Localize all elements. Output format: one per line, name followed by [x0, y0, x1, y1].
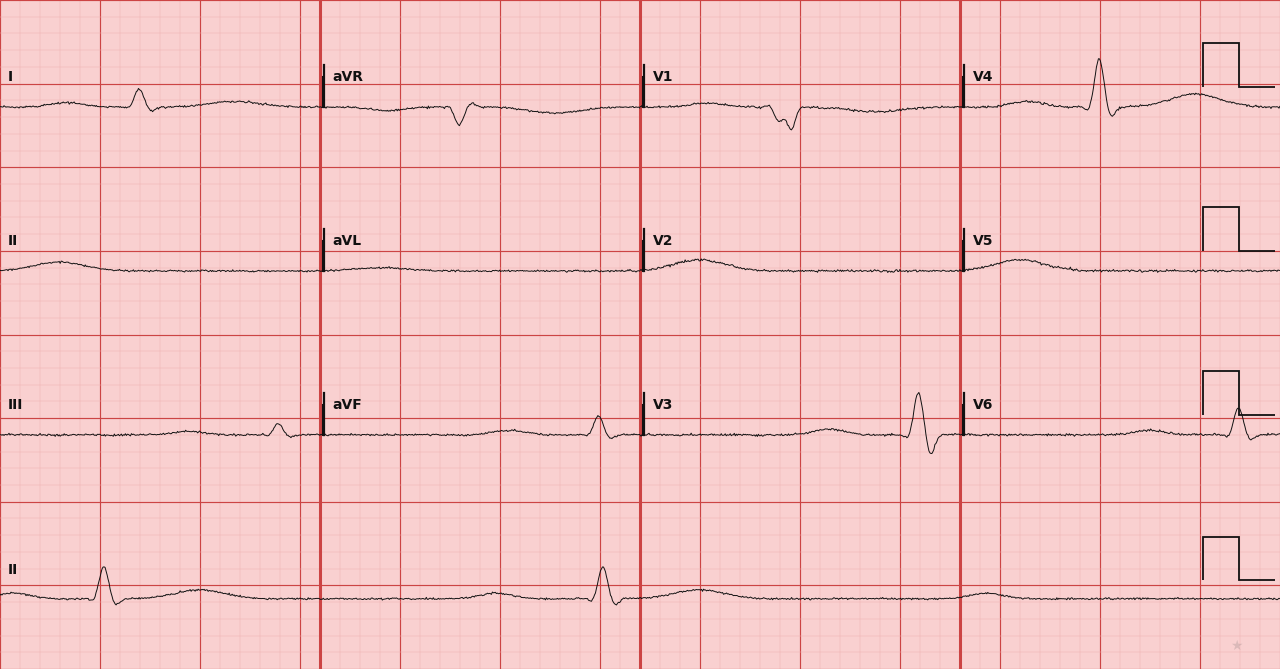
Text: V6: V6 [973, 398, 993, 412]
Text: V2: V2 [653, 234, 673, 248]
Text: I: I [8, 70, 13, 84]
Text: V4: V4 [973, 70, 993, 84]
Text: III: III [8, 398, 23, 412]
Text: II: II [8, 563, 18, 577]
Text: V1: V1 [653, 70, 673, 84]
Text: V3: V3 [653, 398, 673, 412]
Text: ★: ★ [1230, 640, 1243, 653]
Text: II: II [8, 234, 18, 248]
Text: V5: V5 [973, 234, 993, 248]
Text: aVL: aVL [333, 234, 362, 248]
Text: aVF: aVF [333, 398, 362, 412]
Text: aVR: aVR [333, 70, 364, 84]
